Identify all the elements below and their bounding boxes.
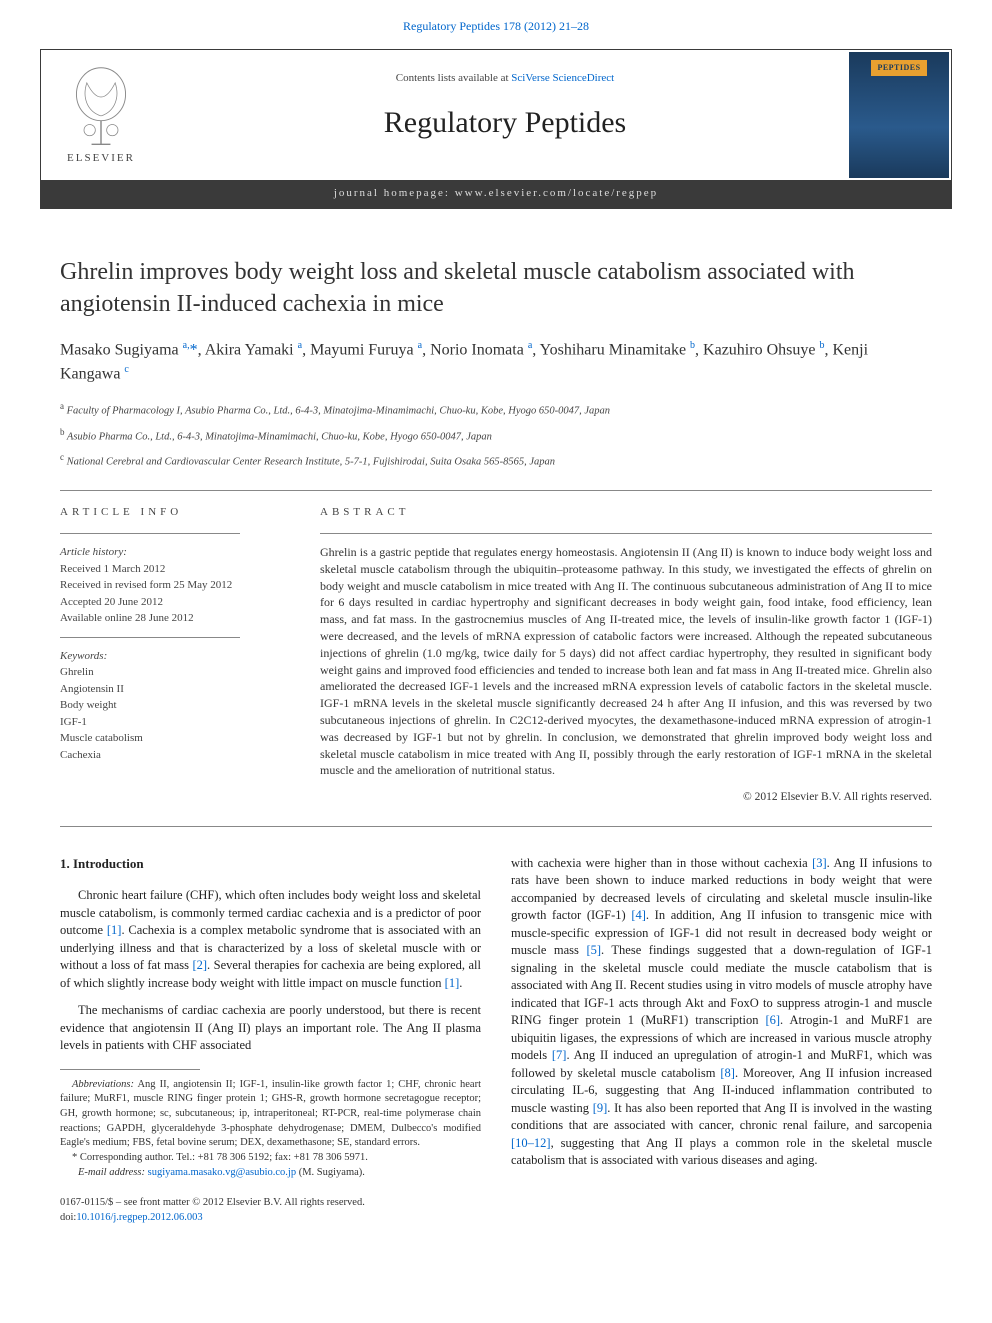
email-label: E-mail address: <box>78 1167 145 1178</box>
abstract-text: Ghrelin is a gastric peptide that regula… <box>320 544 932 779</box>
doi-prefix: doi: <box>60 1212 76 1223</box>
keyword: Muscle catabolism <box>60 730 290 747</box>
affiliation: b Asubio Pharma Co., Ltd., 6-4-3, Minato… <box>60 426 932 445</box>
keyword: IGF-1 <box>60 714 290 731</box>
divider <box>60 490 932 491</box>
keywords-label: Keywords: <box>60 648 290 665</box>
history-item: Available online 28 June 2012 <box>60 610 290 627</box>
bottom-meta: 0167-0115/$ – see front matter © 2012 El… <box>60 1196 481 1225</box>
contents-prefix: Contents lists available at <box>396 72 511 84</box>
footnote-divider <box>60 1069 200 1070</box>
body-left-column: 1. Introduction Chronic heart failure (C… <box>60 855 481 1226</box>
article-info-label: article info <box>60 505 290 521</box>
elsevier-tree-icon <box>61 64 141 149</box>
banner-center: Contents lists available at SciVerse Sci… <box>161 61 849 170</box>
body-paragraph: The mechanisms of cardiac cachexia are p… <box>60 1002 481 1055</box>
citation-link[interactable]: Regulatory Peptides 178 (2012) 21–28 <box>403 19 589 33</box>
info-divider <box>60 533 240 534</box>
journal-homepage-bar: journal homepage: www.elsevier.com/locat… <box>41 180 951 208</box>
elsevier-label: ELSEVIER <box>67 151 135 167</box>
email-line: E-mail address: sugiyama.masako.vg@asubi… <box>60 1166 481 1181</box>
keyword: Angiotensin II <box>60 681 290 698</box>
journal-cover-thumb: PEPTIDES <box>849 52 949 178</box>
issn-line: 0167-0115/$ – see front matter © 2012 El… <box>60 1196 481 1211</box>
info-divider <box>60 637 240 638</box>
corresponding-author: * Corresponding author. Tel.: +81 78 306… <box>60 1151 481 1166</box>
journal-banner: ELSEVIER Contents lists available at Sci… <box>40 49 952 209</box>
abstract-copyright: © 2012 Elsevier B.V. All rights reserved… <box>320 789 932 806</box>
article-info-column: article info Article history: Received 1… <box>60 505 290 806</box>
sciverse-link[interactable]: SciVerse ScienceDirect <box>511 72 614 84</box>
article-history: Article history: Received 1 March 2012Re… <box>60 544 290 627</box>
keyword: Body weight <box>60 697 290 714</box>
elsevier-logo: ELSEVIER <box>41 50 161 180</box>
body-columns: 1. Introduction Chronic heart failure (C… <box>60 855 932 1226</box>
history-item: Received 1 March 2012 <box>60 561 290 578</box>
article-content: Ghrelin improves body weight loss and sk… <box>0 227 992 1265</box>
keyword: Ghrelin <box>60 664 290 681</box>
abstract-column: abstract Ghrelin is a gastric peptide th… <box>320 505 932 806</box>
cover-label: PEPTIDES <box>871 60 926 76</box>
affiliation: c National Cerebral and Cardiovascular C… <box>60 451 932 470</box>
section-heading: 1. Introduction <box>60 855 481 873</box>
banner-top: ELSEVIER Contents lists available at Sci… <box>41 50 951 180</box>
history-item: Accepted 20 June 2012 <box>60 594 290 611</box>
keyword: Cachexia <box>60 747 290 764</box>
divider <box>60 826 932 827</box>
author-list: Masako Sugiyama a,*, Akira Yamaki a, May… <box>60 338 932 387</box>
footnotes: Abbreviations: Ang II, angiotensin II; I… <box>60 1078 481 1181</box>
body-right-column: with cachexia were higher than in those … <box>511 855 932 1226</box>
history-label: Article history: <box>60 544 290 561</box>
abbreviations: Abbreviations: Ang II, angiotensin II; I… <box>60 1078 481 1151</box>
keywords-block: Keywords: GhrelinAngiotensin IIBody weig… <box>60 648 290 764</box>
abstract-divider <box>320 533 932 534</box>
top-citation-link: Regulatory Peptides 178 (2012) 21–28 <box>0 0 992 49</box>
email-link[interactable]: sugiyama.masako.vg@asubio.co.jp <box>148 1167 296 1178</box>
body-paragraph: with cachexia were higher than in those … <box>511 855 932 1170</box>
doi-link[interactable]: 10.1016/j.regpep.2012.06.003 <box>76 1212 202 1223</box>
doi-line: doi:10.1016/j.regpep.2012.06.003 <box>60 1211 481 1226</box>
email-suffix: (M. Sugiyama). <box>299 1167 365 1178</box>
journal-title: Regulatory Peptides <box>161 101 849 145</box>
body-paragraph: Chronic heart failure (CHF), which often… <box>60 887 481 992</box>
abbrev-label: Abbreviations: <box>72 1079 134 1090</box>
info-abstract-row: article info Article history: Received 1… <box>60 505 932 806</box>
article-title: Ghrelin improves body weight loss and sk… <box>60 257 932 319</box>
affiliation: a Faculty of Pharmacology I, Asubio Phar… <box>60 400 932 419</box>
contents-line: Contents lists available at SciVerse Sci… <box>161 71 849 87</box>
abstract-label: abstract <box>320 505 932 521</box>
history-item: Received in revised form 25 May 2012 <box>60 577 290 594</box>
